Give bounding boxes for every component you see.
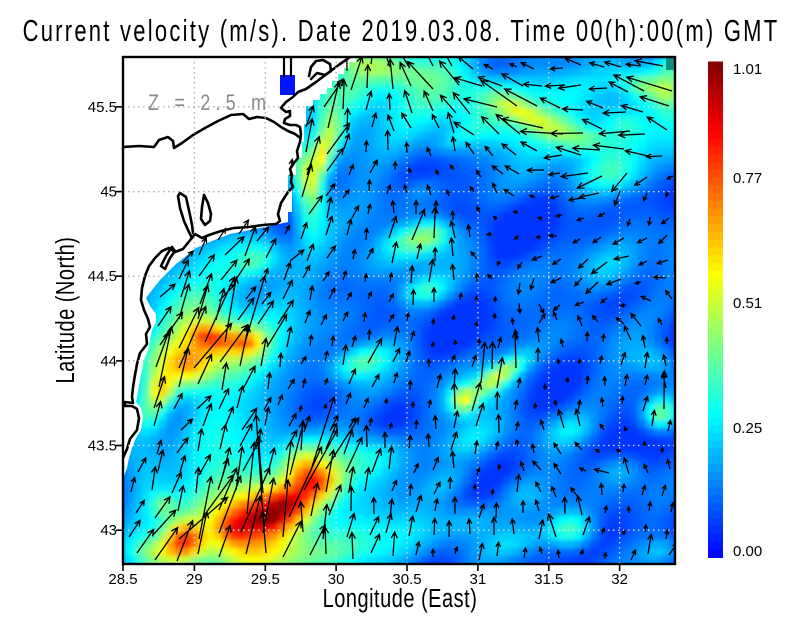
svg-text:Z = 2.5 m: Z = 2.5 m (148, 91, 271, 115)
svg-text:0.25: 0.25 (733, 420, 762, 437)
svg-text:43.5: 43.5 (88, 438, 117, 455)
svg-text:0.51: 0.51 (733, 295, 762, 312)
svg-text:28.5: 28.5 (108, 571, 137, 588)
svg-text:29: 29 (186, 571, 203, 588)
svg-text:45: 45 (100, 184, 117, 201)
svg-text:1.01: 1.01 (733, 61, 762, 78)
svg-text:44.5: 44.5 (88, 268, 117, 285)
svg-text:Current velocity (m/s). Date 2: Current velocity (m/s). Date 2019.03.08.… (23, 14, 780, 48)
svg-text:29.5: 29.5 (251, 571, 280, 588)
svg-text:43: 43 (100, 522, 117, 539)
svg-text:30: 30 (328, 571, 345, 588)
svg-text:0.00: 0.00 (733, 543, 762, 560)
svg-text:31.5: 31.5 (534, 571, 563, 588)
svg-text:0.77: 0.77 (733, 170, 762, 187)
svg-text:31: 31 (470, 571, 487, 588)
svg-text:44: 44 (100, 353, 117, 370)
svg-text:30.5: 30.5 (392, 571, 421, 588)
svg-text:Longitude (East): Longitude (East) (323, 583, 478, 612)
svg-text:32: 32 (611, 571, 628, 588)
svg-text:45.5: 45.5 (88, 99, 117, 116)
svg-text:Latitude (North): Latitude (North) (50, 237, 79, 384)
